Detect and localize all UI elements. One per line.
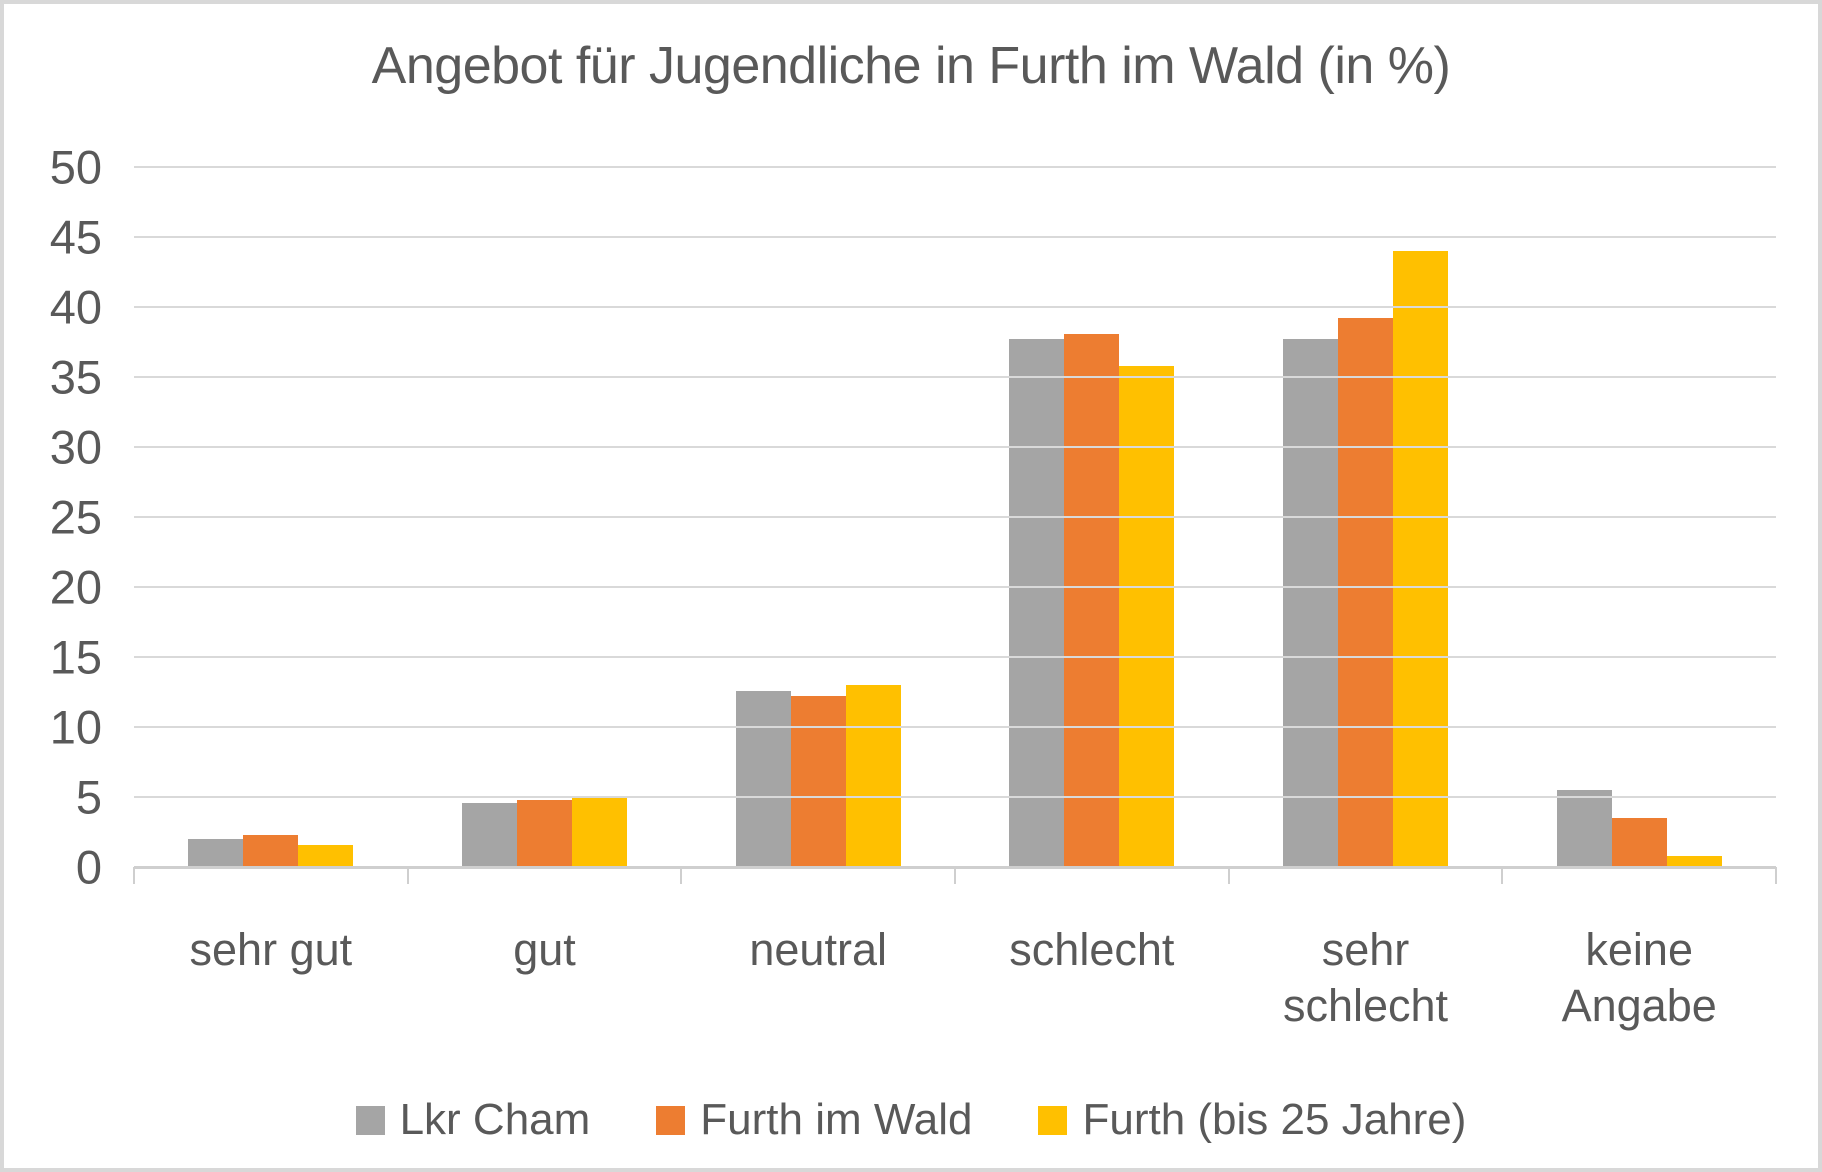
bar-group-6 (1502, 167, 1776, 867)
bar-lkr-cham (1283, 339, 1339, 867)
y-axis-label-0: 0 (75, 840, 102, 894)
bar-group-4 (955, 167, 1229, 867)
bar-furth-im-wald (1611, 818, 1667, 867)
gridline-5 (134, 796, 1776, 798)
bar-furth-bis-25-jahre (298, 844, 354, 867)
plot-area: sehr gut gut neutral schlecht sehr schlecht k… (50, 144, 1777, 1031)
y-axis-label-40: 40 (49, 280, 102, 334)
y-axis-label-5: 5 (75, 770, 102, 824)
x-axis-labels: sehr gut gut neutral schlecht sehr schlecht k… (134, 867, 1776, 1035)
x-axis-label-6: keine Angabe (1561, 924, 1717, 1032)
y-axis-label-35: 35 (49, 350, 102, 404)
legend-item-lkr-cham: Lkr Cham (355, 1095, 591, 1144)
bar-lkr-cham (1009, 339, 1065, 867)
axis-tick-4 (1227, 867, 1230, 884)
legend: Lkr Cham Furth im Wald Furth (bis 25 Jah… (4, 1098, 1818, 1142)
bar-furth-im-wald (517, 799, 572, 867)
legend-label-furth-im-wald: Furth im Wald (700, 1095, 973, 1144)
x-axis-label-4: schlecht (1009, 924, 1175, 975)
bar-furth-bis-25-jahre (1666, 855, 1722, 867)
bar-furth-bis-25-jahre (1393, 251, 1449, 867)
axis-tick-1 (406, 867, 409, 884)
bar-furth-bis-25-jahre (572, 798, 627, 867)
bar-furth-im-wald (1064, 333, 1120, 867)
x-axis-label-2: gut (513, 924, 576, 975)
y-axis-label-30: 30 (49, 420, 102, 474)
gridline-20 (134, 586, 1776, 588)
y-axis-label-10: 10 (49, 700, 102, 754)
axis-tick-0 (133, 867, 135, 884)
bar-group-3 (681, 167, 955, 867)
legend-item-furth-bis-25-jahre: Furth (bis 25 Jahre) (1038, 1098, 1466, 1142)
gridline-25 (134, 516, 1776, 518)
bar-furth-im-wald (1338, 318, 1394, 867)
y-axis-label-50: 50 (49, 140, 102, 194)
bar-furth-im-wald (243, 834, 299, 867)
gridline-35 (134, 376, 1776, 378)
axis-tick-3 (954, 867, 956, 884)
y-axis-label-20: 20 (49, 560, 102, 614)
y-axis-label-45: 45 (49, 210, 102, 264)
gridline-40 (134, 306, 1776, 308)
x-axis-label-5: sehr schlecht (1282, 924, 1449, 1032)
bar-furth-bis-25-jahre (845, 685, 901, 867)
x-axis-label-1: sehr gut (189, 924, 353, 975)
gridline-15 (134, 656, 1776, 658)
bar-furth-bis-25-jahre (1119, 365, 1175, 867)
gridline-30 (134, 446, 1776, 448)
y-axis-label-25: 25 (49, 490, 102, 544)
axis-tick-2 (680, 867, 683, 884)
bar-lkr-cham (188, 839, 244, 867)
legend-swatch-yellow-icon (1038, 1105, 1068, 1135)
legend-swatch-gray-icon (355, 1105, 385, 1135)
legend-label-furth-bis-25-jahre: Furth (bis 25 Jahre) (1082, 1095, 1467, 1144)
bars-layer (134, 167, 1776, 867)
bar-group-2 (408, 167, 682, 867)
chart-title: Angebot für Jugendliche in Furth im Wald… (371, 37, 1451, 95)
bar-group-1 (134, 167, 408, 867)
legend-item-furth-im-wald: Furth im Wald (656, 1098, 972, 1142)
gridline-10 (134, 726, 1776, 728)
gridline-45 (134, 236, 1776, 238)
bar-lkr-cham (735, 690, 791, 867)
bar-lkr-cham (462, 802, 517, 867)
axis-tick-5 (1501, 867, 1504, 884)
x-axis-label-3: neutral (749, 924, 887, 975)
bar-group-5 (1229, 167, 1503, 867)
gridline-50 (134, 166, 1776, 168)
bar-lkr-cham (1556, 790, 1612, 867)
legend-label-lkr-cham: Lkr Cham (399, 1095, 591, 1144)
bar-furth-im-wald (790, 696, 846, 867)
y-axis-label-15: 15 (49, 630, 102, 684)
axis-tick-6 (1775, 867, 1777, 884)
legend-swatch-orange-icon (656, 1105, 686, 1135)
